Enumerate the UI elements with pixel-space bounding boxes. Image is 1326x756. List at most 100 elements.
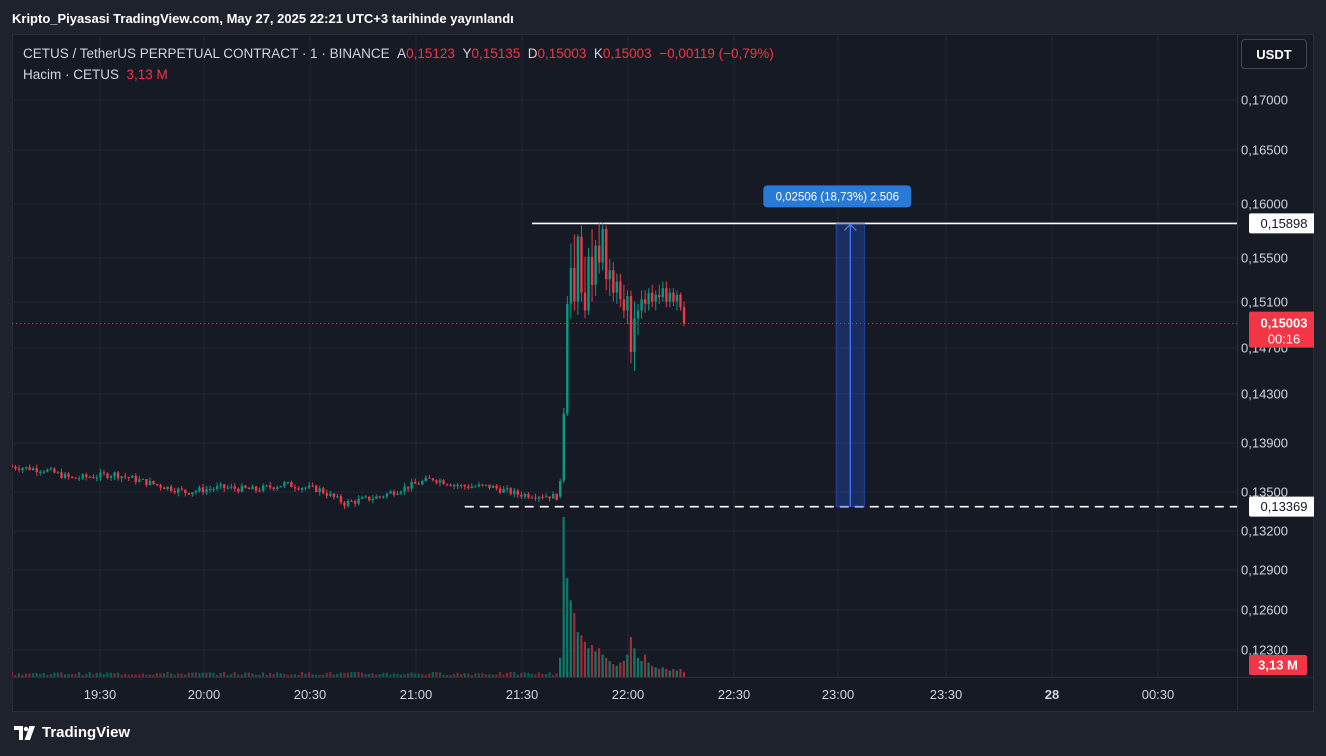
volume-bar xyxy=(583,641,586,677)
volume-bar xyxy=(346,672,350,677)
volume-tag xyxy=(1249,655,1307,675)
volume-bar xyxy=(573,613,576,677)
candle-body xyxy=(675,294,679,302)
candle-body xyxy=(502,488,505,493)
volume-bar xyxy=(530,673,533,677)
volume-bar xyxy=(520,672,523,677)
candle-body xyxy=(102,472,106,474)
volume-bar xyxy=(658,669,661,677)
candle-body xyxy=(360,497,364,499)
candle-body xyxy=(127,477,130,479)
volume-bar xyxy=(223,671,226,677)
volume-bar xyxy=(438,672,441,677)
candle-body xyxy=(14,466,17,469)
candle-body xyxy=(615,281,619,293)
candle-body xyxy=(544,496,548,498)
price-tick-label: 0,17000 xyxy=(1241,93,1288,108)
volume-bar xyxy=(590,645,594,677)
volume-bar xyxy=(449,675,452,677)
chart-canvas[interactable]: 0,02506 (18,73%) 2.506 0,17000 0,16500 0,1… xyxy=(12,34,1314,712)
volume-bar xyxy=(396,673,399,677)
candle-body xyxy=(523,493,527,497)
candle-body xyxy=(53,468,56,473)
volume-bar xyxy=(495,674,498,677)
volume-bar xyxy=(488,674,491,677)
volume-bar xyxy=(159,673,162,677)
legend-volume-label: Hacim · CETUS xyxy=(23,67,120,82)
candle-body xyxy=(134,475,137,482)
volume-bar xyxy=(322,674,325,677)
volume-bar xyxy=(290,674,293,677)
volume-bar xyxy=(385,672,388,677)
candle-body xyxy=(286,482,290,484)
footer-brand[interactable]: TradingView xyxy=(14,724,130,741)
candle-body xyxy=(42,471,46,473)
candle-body xyxy=(60,472,63,479)
volume-bar xyxy=(106,672,109,677)
candle-body xyxy=(258,490,261,492)
candle-body xyxy=(467,486,470,489)
candle-body xyxy=(159,484,162,488)
candle-body xyxy=(131,475,134,478)
candle-body xyxy=(95,477,99,479)
volume-bar xyxy=(116,672,120,677)
volume-bar xyxy=(173,674,176,677)
candle-body xyxy=(240,485,244,492)
candle-body xyxy=(283,482,286,486)
candle-body xyxy=(590,256,594,285)
volume-bar xyxy=(258,674,261,677)
candle-body xyxy=(438,480,442,483)
volume-bar xyxy=(102,674,105,677)
volume-bar xyxy=(442,674,445,677)
candle-body xyxy=(233,486,237,489)
candle-body xyxy=(410,481,413,489)
volume-bar xyxy=(675,670,678,677)
volume-bar xyxy=(643,654,647,677)
candle-body xyxy=(113,472,116,477)
candle-body xyxy=(17,468,21,471)
volume-bar xyxy=(21,674,24,677)
candle-body xyxy=(421,481,424,485)
candle-body xyxy=(399,491,403,494)
volume-bar xyxy=(350,672,353,677)
candle-body xyxy=(261,485,265,491)
candle-body xyxy=(314,485,318,492)
candle-body xyxy=(194,491,198,493)
candle-body xyxy=(633,318,636,352)
candle-body xyxy=(184,489,187,493)
volume-bar xyxy=(67,674,70,677)
candle-body xyxy=(682,307,686,324)
volume-bar xyxy=(134,674,137,677)
candle-body xyxy=(647,292,650,304)
volume-bar xyxy=(569,600,572,677)
volume-bar xyxy=(265,675,268,677)
volume-bar xyxy=(622,661,625,677)
candle-body xyxy=(385,493,389,497)
candle-body xyxy=(672,292,675,302)
candle-body xyxy=(145,479,148,485)
volume-bar xyxy=(127,674,130,677)
candle-body xyxy=(665,288,668,302)
volume-bar xyxy=(537,672,541,677)
volume-bar xyxy=(272,674,275,677)
currency-button[interactable]: USDT xyxy=(1241,39,1307,69)
volume-bar xyxy=(254,674,258,677)
candle-body xyxy=(375,496,378,499)
volume-bar xyxy=(516,674,519,677)
countdown-label: 00:16 xyxy=(1268,332,1301,347)
candle-body xyxy=(329,493,332,496)
volume-bar xyxy=(85,674,88,677)
volume-bar xyxy=(477,673,480,677)
last-price-label: 0,15003 xyxy=(1261,316,1308,331)
volume-bar xyxy=(672,669,675,677)
time-tick-label: 22:00 xyxy=(612,687,645,702)
candle-body xyxy=(191,492,194,495)
volume-bar xyxy=(32,673,35,677)
volume-bar xyxy=(237,674,240,677)
candles xyxy=(12,223,686,509)
candle-body xyxy=(530,497,534,499)
volume-bar xyxy=(307,672,311,677)
volume-bar xyxy=(99,672,102,677)
volume-bar xyxy=(325,673,328,677)
candle-body xyxy=(364,496,367,498)
